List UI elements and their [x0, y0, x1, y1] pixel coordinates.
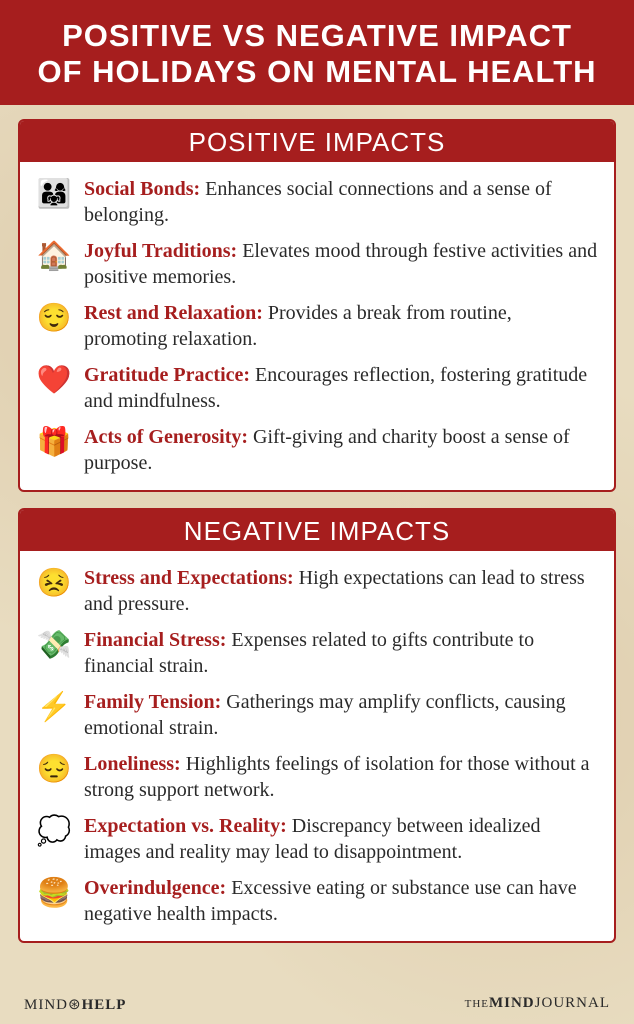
item-label: Rest and Relaxation: — [84, 302, 263, 324]
footer-left-bold: HELP — [82, 997, 127, 1013]
item-text: Stress and Expectations: High expectatio… — [84, 563, 600, 617]
expectation-reality-icon: 💭 — [34, 811, 74, 851]
item-label: Joyful Traditions: — [84, 240, 237, 262]
loneliness-icon: 😔 — [34, 749, 74, 789]
financial-stress-icon: 💸 — [34, 625, 74, 665]
negative-section: NEGATIVE IMPACTS 😣 Stress and Expectatio… — [18, 508, 616, 943]
item-label: Stress and Expectations: — [84, 567, 294, 589]
content-area: POSITIVE IMPACTS 👨‍👩‍👧 Social Bonds: Enh… — [0, 105, 634, 943]
title-line-1: POSITIVE VS NEGATIVE IMPACT — [20, 18, 614, 54]
item-text: Expectation vs. Reality: Discrepancy bet… — [84, 811, 600, 865]
negative-items: 😣 Stress and Expectations: High expectat… — [20, 551, 614, 941]
item-label: Expectation vs. Reality: — [84, 815, 287, 837]
item-text: Joyful Traditions: Elevates mood through… — [84, 236, 600, 290]
item-text: Family Tension: Gatherings may amplify c… — [84, 687, 600, 741]
list-item: 💸 Financial Stress: Expenses related to … — [34, 621, 600, 683]
item-text: Rest and Relaxation: Provides a break fr… — [84, 298, 600, 352]
generosity-icon: 🎁 — [34, 422, 74, 462]
list-item: ⚡ Family Tension: Gatherings may amplify… — [34, 683, 600, 745]
list-item: 🍔 Overindulgence: Excessive eating or su… — [34, 869, 600, 931]
item-text: Acts of Generosity: Gift-giving and char… — [84, 422, 600, 476]
list-item: 😔 Loneliness: Highlights feelings of iso… — [34, 745, 600, 807]
item-label: Acts of Generosity: — [84, 426, 248, 448]
item-text: Social Bonds: Enhances social connection… — [84, 174, 600, 228]
overindulgence-icon: 🍔 — [34, 873, 74, 913]
social-bonds-icon: 👨‍👩‍👧 — [34, 174, 74, 214]
footer-right-journal: JOURNAL — [535, 995, 610, 1011]
footer-right-mind: MIND — [489, 995, 535, 1011]
item-label: Social Bonds: — [84, 178, 200, 200]
item-label: Overindulgence: — [84, 877, 226, 899]
item-label: Loneliness: — [84, 753, 181, 775]
footer-left-brand: MIND⊛HELP — [24, 995, 126, 1014]
positive-header: POSITIVE IMPACTS — [20, 121, 614, 162]
list-item: 🎁 Acts of Generosity: Gift-giving and ch… — [34, 418, 600, 480]
rest-relaxation-icon: 😌 — [34, 298, 74, 338]
family-tension-icon: ⚡ — [34, 687, 74, 727]
list-item: 👨‍👩‍👧 Social Bonds: Enhances social conn… — [34, 170, 600, 232]
list-item: 😣 Stress and Expectations: High expectat… — [34, 559, 600, 621]
item-label: Financial Stress: — [84, 629, 226, 651]
footer: MIND⊛HELP THEMINDJOURNAL — [0, 995, 634, 1014]
footer-left-plain: MIND — [24, 997, 68, 1013]
item-text: Financial Stress: Expenses related to gi… — [84, 625, 600, 679]
list-item: 💭 Expectation vs. Reality: Discrepancy b… — [34, 807, 600, 869]
list-item: 😌 Rest and Relaxation: Provides a break … — [34, 294, 600, 356]
stress-icon: 😣 — [34, 563, 74, 603]
main-title: POSITIVE VS NEGATIVE IMPACT OF HOLIDAYS … — [0, 0, 634, 105]
footer-right-brand: THEMINDJOURNAL — [465, 995, 610, 1014]
item-label: Gratitude Practice: — [84, 364, 250, 386]
item-text: Loneliness: Highlights feelings of isola… — [84, 749, 600, 803]
joyful-traditions-icon: 🏠 — [34, 236, 74, 276]
brain-icon: ⊛ — [68, 997, 82, 1013]
gratitude-icon: ❤️ — [34, 360, 74, 400]
item-text: Overindulgence: Excessive eating or subs… — [84, 873, 600, 927]
footer-right-the: THE — [465, 998, 489, 1010]
list-item: ❤️ Gratitude Practice: Encourages reflec… — [34, 356, 600, 418]
negative-header: NEGATIVE IMPACTS — [20, 510, 614, 551]
title-line-2: OF HOLIDAYS ON MENTAL HEALTH — [20, 54, 614, 90]
positive-section: POSITIVE IMPACTS 👨‍👩‍👧 Social Bonds: Enh… — [18, 119, 616, 492]
positive-items: 👨‍👩‍👧 Social Bonds: Enhances social conn… — [20, 162, 614, 490]
item-text: Gratitude Practice: Encourages reflectio… — [84, 360, 600, 414]
item-label: Family Tension: — [84, 691, 221, 713]
list-item: 🏠 Joyful Traditions: Elevates mood throu… — [34, 232, 600, 294]
